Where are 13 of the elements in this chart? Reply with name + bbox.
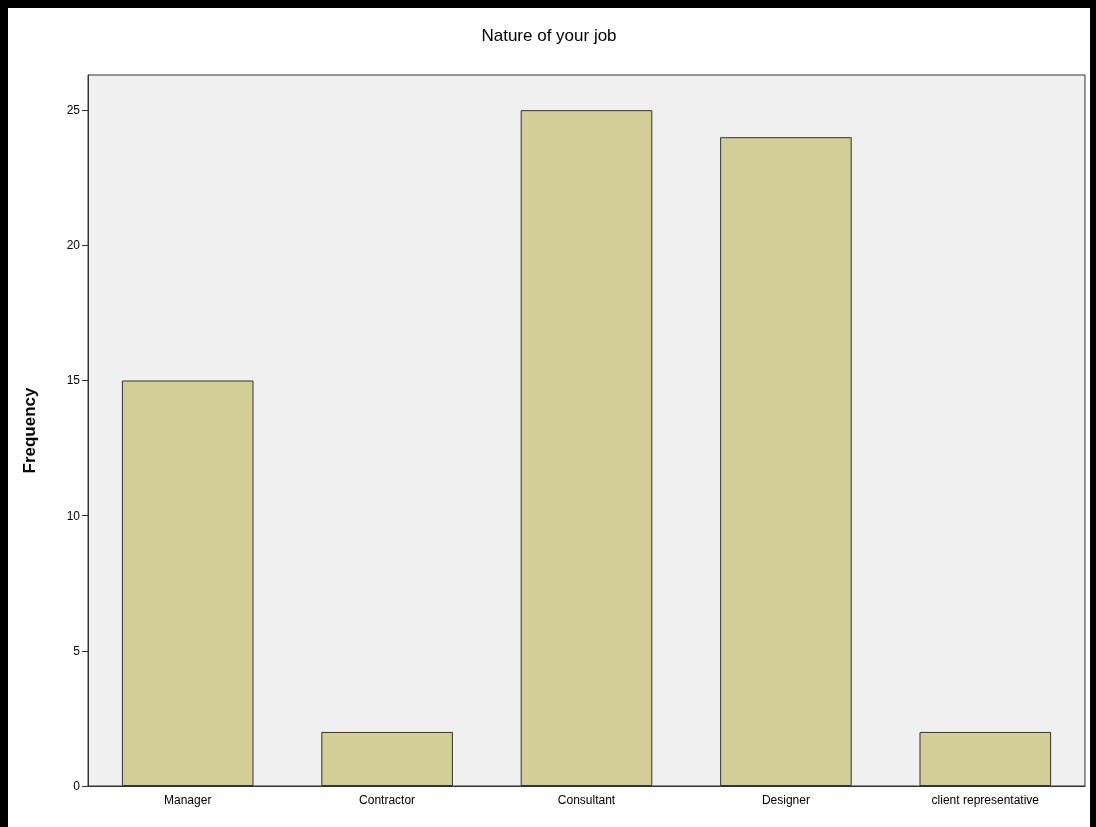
y-tick-label: 20 (66, 238, 81, 253)
y-tick-label: 15 (66, 373, 81, 388)
x-tick-label: Manager (164, 793, 212, 807)
chart-title: Nature of your job (481, 26, 617, 45)
x-tick-label: client representative (931, 793, 1040, 807)
y-tick-label: 10 (66, 508, 81, 523)
x-tick-label: Consultant (557, 793, 616, 807)
y-tick-label: 25 (66, 103, 81, 118)
y-axis-title: Frequency (20, 386, 39, 474)
y-tick-label: 5 (73, 643, 81, 658)
x-tick-label: Designer (761, 793, 810, 807)
x-tick-label: Contractor (359, 793, 416, 807)
y-tick-label: 0 (73, 779, 81, 793)
